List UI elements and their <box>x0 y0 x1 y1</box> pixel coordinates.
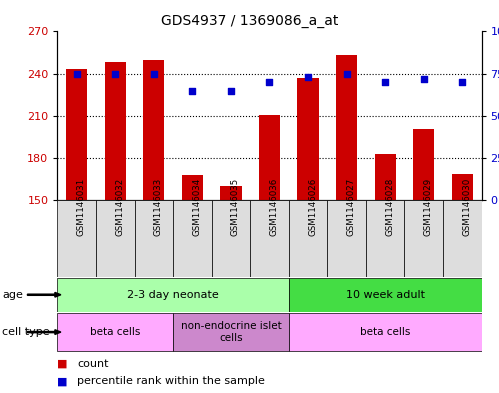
Bar <box>289 200 327 277</box>
Text: count: count <box>77 358 109 369</box>
Text: GSM1146033: GSM1146033 <box>154 177 163 236</box>
Text: GSM1146031: GSM1146031 <box>77 177 86 236</box>
Bar <box>289 278 482 312</box>
Text: GSM1146035: GSM1146035 <box>231 177 240 236</box>
Point <box>227 87 235 94</box>
Text: GSM1146026: GSM1146026 <box>308 177 317 236</box>
Bar <box>182 175 203 200</box>
Bar <box>57 313 173 351</box>
Bar <box>443 200 482 277</box>
Point <box>304 74 312 80</box>
Text: 2-3 day neonate: 2-3 day neonate <box>127 290 219 300</box>
Point <box>343 70 351 77</box>
Point <box>458 79 466 85</box>
Text: ■: ■ <box>57 358 68 369</box>
Point <box>265 79 273 85</box>
Bar <box>135 200 173 277</box>
Text: GSM1146028: GSM1146028 <box>385 177 394 236</box>
Text: non-endocrine islet
cells: non-endocrine islet cells <box>181 321 281 343</box>
Text: GDS4937 / 1369086_a_at: GDS4937 / 1369086_a_at <box>161 14 338 28</box>
Bar <box>57 278 289 312</box>
Text: GSM1146032: GSM1146032 <box>115 177 124 236</box>
Bar <box>375 154 396 200</box>
Point <box>188 87 196 94</box>
Bar <box>212 200 250 277</box>
Text: ■: ■ <box>57 376 68 386</box>
Text: GSM1146036: GSM1146036 <box>269 177 278 236</box>
Bar <box>57 200 96 277</box>
Bar <box>105 62 126 200</box>
Text: GSM1146027: GSM1146027 <box>347 177 356 236</box>
Bar <box>452 174 473 200</box>
Bar <box>259 114 280 200</box>
Bar <box>66 70 87 200</box>
Text: 10 week adult: 10 week adult <box>346 290 425 300</box>
Text: beta cells: beta cells <box>90 327 140 337</box>
Text: age: age <box>2 290 23 300</box>
Text: GSM1146030: GSM1146030 <box>462 177 471 236</box>
Bar <box>413 129 434 200</box>
Bar <box>297 78 319 200</box>
Bar <box>404 200 443 277</box>
Bar <box>250 200 289 277</box>
Bar <box>366 200 404 277</box>
Bar <box>173 313 289 351</box>
Point <box>150 70 158 77</box>
Point <box>420 75 428 82</box>
Text: percentile rank within the sample: percentile rank within the sample <box>77 376 265 386</box>
Bar <box>327 200 366 277</box>
Bar <box>220 186 242 200</box>
Text: GSM1146034: GSM1146034 <box>192 177 201 236</box>
Bar <box>96 200 135 277</box>
Text: GSM1146029: GSM1146029 <box>424 178 433 236</box>
Point <box>381 79 389 85</box>
Text: beta cells: beta cells <box>360 327 410 337</box>
Bar <box>289 313 482 351</box>
Bar <box>173 200 212 277</box>
Bar <box>143 60 164 200</box>
Bar <box>336 55 357 200</box>
Text: cell type: cell type <box>2 327 50 337</box>
Point <box>73 70 81 77</box>
Point <box>111 70 119 77</box>
